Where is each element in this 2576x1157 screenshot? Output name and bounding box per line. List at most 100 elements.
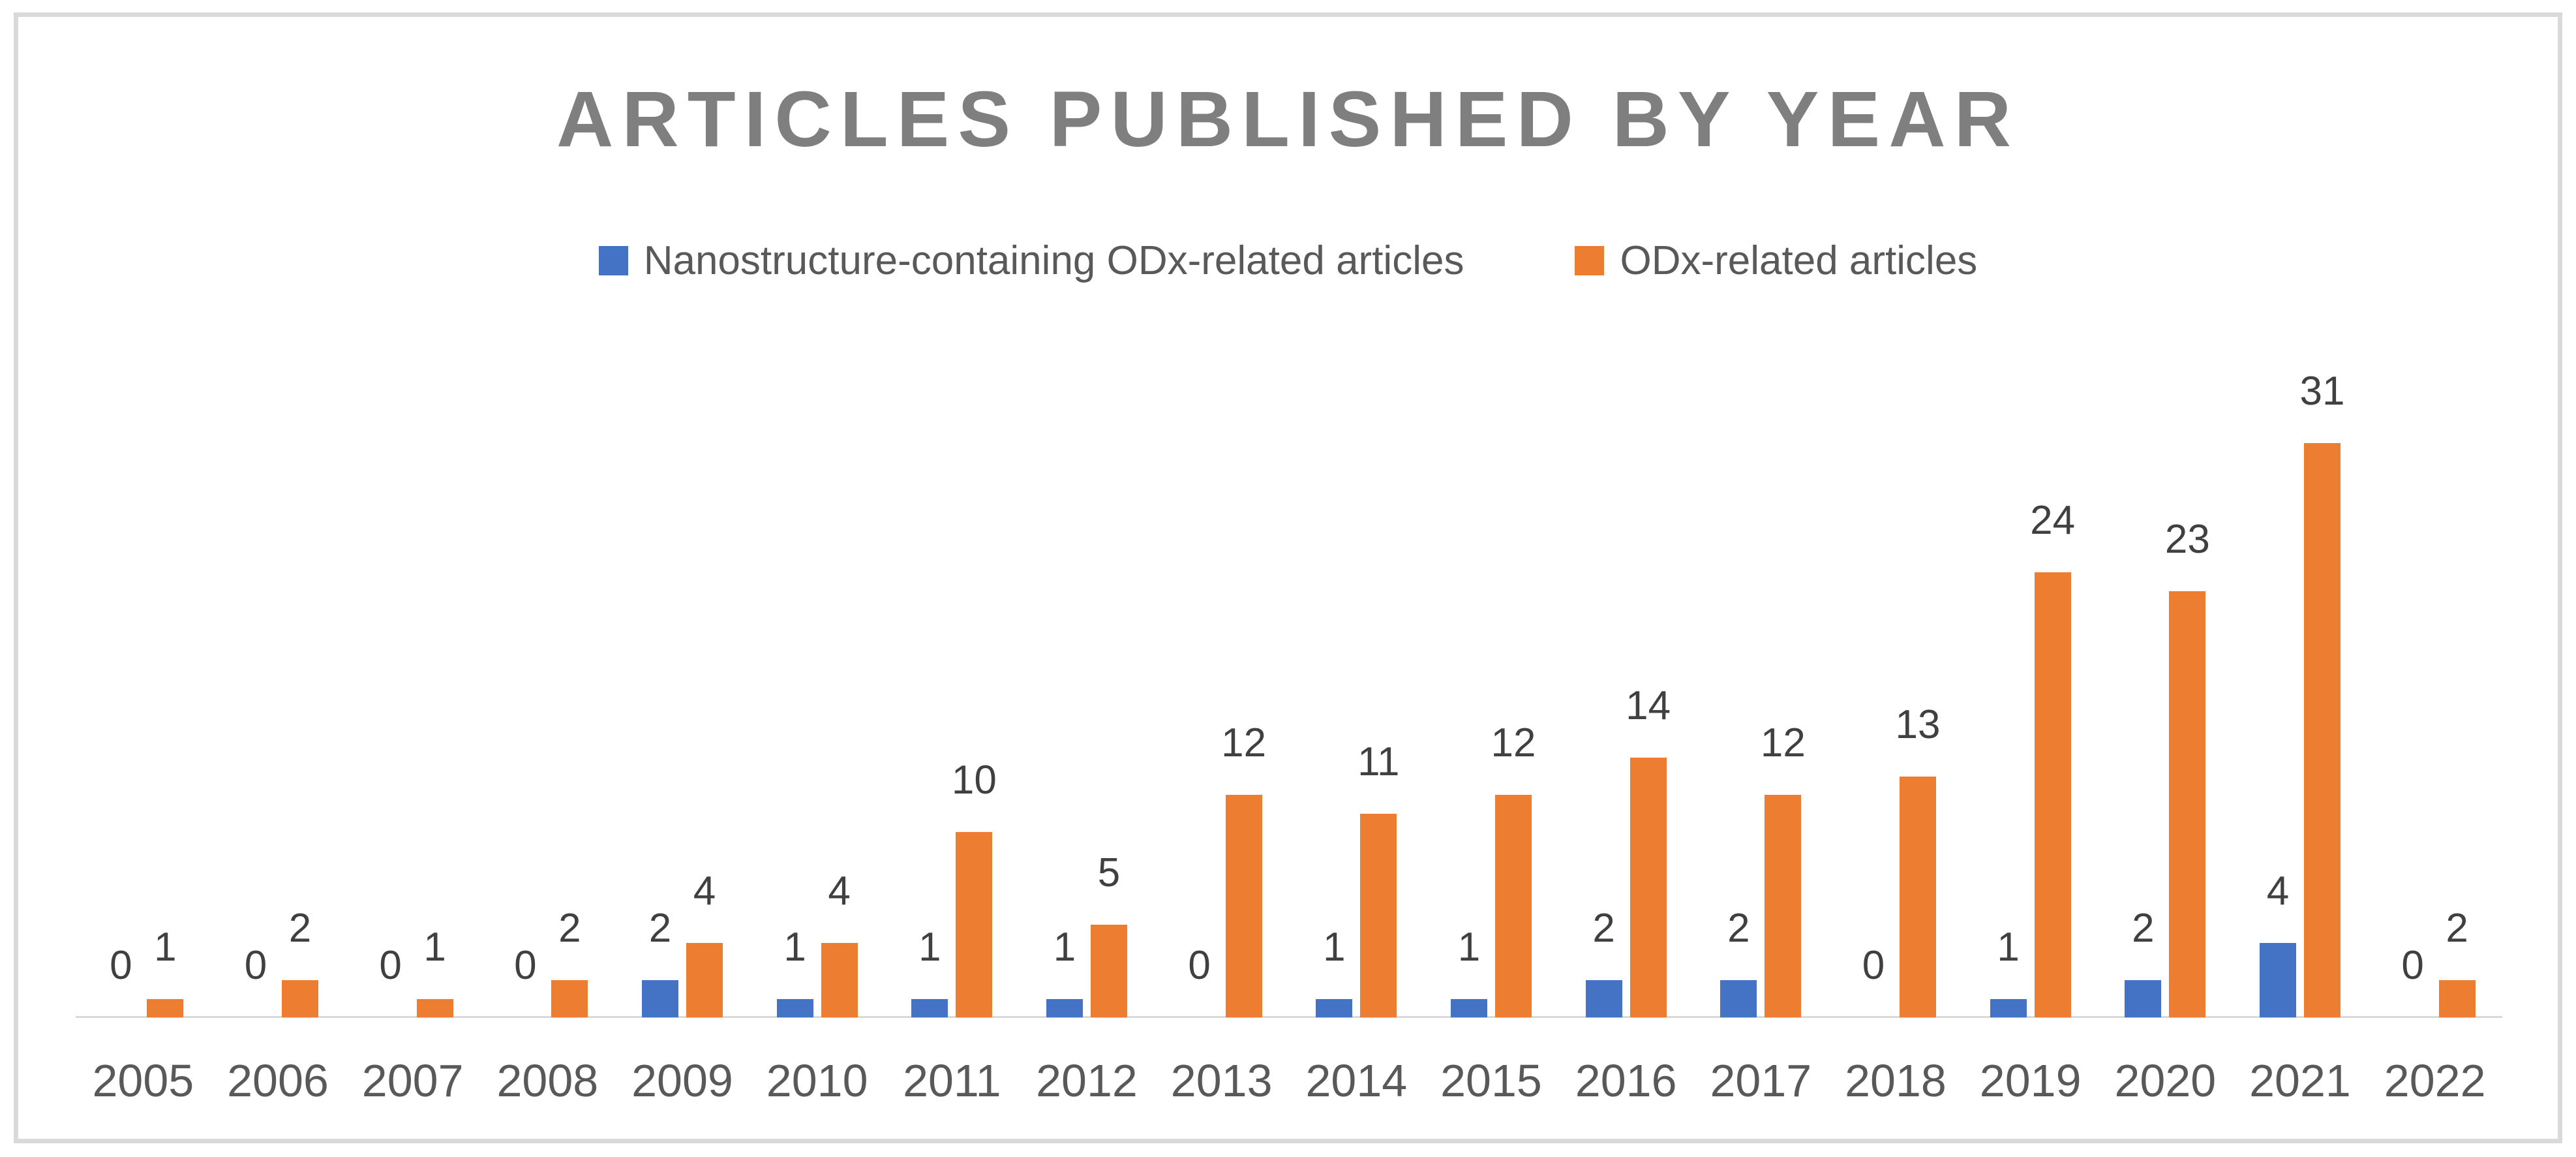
data-label-odx-2019: 24 — [2030, 498, 2076, 544]
data-label-nanostructure-2011: 1 — [918, 924, 941, 970]
data-label-nanostructure-2012: 1 — [1053, 924, 1076, 970]
data-label-nanostructure-2013: 0 — [1188, 943, 1211, 988]
x-axis-line — [76, 1016, 2502, 1018]
bar-odx-2006 — [281, 980, 318, 1017]
data-label-nanostructure-2008: 0 — [514, 943, 537, 988]
bar-nanostructure-2011 — [911, 998, 948, 1017]
bar-odx-2008 — [551, 980, 588, 1017]
bar-group-2014: 1 11 — [1289, 365, 1424, 1017]
bar-nanostructure-2015 — [1450, 998, 1487, 1017]
data-label-nanostructure-2015: 1 — [1457, 924, 1481, 970]
bar-nanostructure-2012 — [1046, 998, 1083, 1017]
legend-swatch-icon — [1575, 246, 1605, 275]
data-label-odx-2016: 14 — [1626, 683, 1671, 729]
data-label-odx-2006: 2 — [288, 906, 312, 951]
bar-odx-2010 — [821, 943, 858, 1017]
x-tick-2020: 2020 — [2114, 1055, 2217, 1106]
data-label-odx-2022: 2 — [2446, 906, 2468, 951]
data-label-odx-2020: 23 — [2164, 516, 2210, 562]
bar-odx-2013 — [1225, 795, 1262, 1017]
data-label-odx-2012: 5 — [1097, 850, 1121, 895]
data-label-nanostructure-2016: 2 — [1592, 906, 1615, 951]
legend-swatch-icon — [598, 246, 628, 275]
data-label-odx-2009: 4 — [693, 869, 716, 914]
data-label-odx-2015: 12 — [1491, 720, 1536, 766]
data-label-nanostructure-2018: 0 — [1862, 943, 1885, 988]
bar-group-2017: 2 12 — [1693, 365, 1828, 1017]
x-tick-2013: 2013 — [1170, 1055, 1273, 1106]
bar-nanostructure-2021 — [2259, 943, 2296, 1017]
legend-label: Nanostructure-containing ODx-related art… — [643, 238, 1464, 283]
x-tick-2017: 2017 — [1710, 1055, 1812, 1106]
data-label-odx-2008: 2 — [558, 906, 581, 951]
bar-group-2019: 1 24 — [1963, 365, 2098, 1017]
bar-group-2021: 4 31 — [2233, 365, 2368, 1017]
bar-nanostructure-2017 — [1720, 980, 1757, 1017]
bar-odx-2017 — [1765, 795, 1802, 1017]
data-label-odx-2017: 12 — [1760, 720, 1806, 766]
x-tick-2012: 2012 — [1036, 1055, 1138, 1106]
plot-area: 0 1 0 2 0 1 0 2 2 4 1 4 1 10 1 5 0 12 1 11 1 12 2 14 2 12 0 13 1 24 2 2… — [76, 365, 2502, 1018]
bar-odx-2019 — [2034, 572, 2071, 1017]
bar-group-2011: 1 10 — [885, 365, 1020, 1017]
bar-odx-2009 — [686, 943, 723, 1017]
data-label-nanostructure-2009: 2 — [648, 906, 672, 951]
x-tick-2005: 2005 — [92, 1055, 194, 1106]
bar-odx-2018 — [1899, 776, 1936, 1017]
bar-group-2018: 0 13 — [1828, 365, 1963, 1017]
bar-odx-2005 — [147, 998, 184, 1017]
data-label-nanostructure-2007: 0 — [379, 943, 402, 988]
bar-odx-2007 — [416, 998, 453, 1017]
data-label-nanostructure-2005: 0 — [110, 943, 132, 988]
legend-label: ODx-related articles — [1620, 238, 1978, 283]
x-tick-2007: 2007 — [361, 1055, 464, 1106]
bar-odx-2020 — [2169, 591, 2206, 1017]
bar-odx-2015 — [1494, 795, 1532, 1017]
x-tick-2022: 2022 — [2384, 1055, 2486, 1106]
bar-odx-2011 — [956, 832, 993, 1017]
bar-odx-2022 — [2438, 980, 2476, 1017]
data-label-odx-2018: 13 — [1895, 702, 1941, 747]
bar-nanostructure-2019 — [1990, 998, 2027, 1017]
bar-odx-2021 — [2303, 442, 2341, 1017]
chart-legend: Nanostructure-containing ODx-related art… — [0, 238, 2576, 284]
x-tick-2016: 2016 — [1575, 1055, 1677, 1106]
legend-item-nanostructure: Nanostructure-containing ODx-related art… — [598, 238, 1464, 284]
x-tick-2008: 2008 — [496, 1055, 599, 1106]
x-tick-2006: 2006 — [227, 1055, 329, 1106]
bar-odx-2016 — [1629, 758, 1667, 1017]
x-tick-2010: 2010 — [766, 1055, 868, 1106]
x-tick-2011: 2011 — [903, 1055, 1001, 1106]
data-label-odx-2014: 11 — [1357, 739, 1400, 784]
data-label-odx-2007: 1 — [423, 924, 446, 970]
legend-item-odx: ODx-related articles — [1575, 238, 1977, 284]
bar-nanostructure-2009 — [641, 980, 678, 1017]
data-label-nanostructure-2022: 0 — [2401, 943, 2424, 988]
data-label-nanostructure-2019: 1 — [1997, 924, 2020, 970]
data-label-nanostructure-2021: 4 — [2266, 869, 2290, 914]
x-axis-labels: 2005 2006 2007 2008 2009 2010 2011 2012 2013 2014… — [76, 1058, 2502, 1117]
bar-group-2015: 1 12 — [1424, 365, 1559, 1017]
data-label-odx-2011: 10 — [951, 758, 997, 803]
data-label-nanostructure-2020: 2 — [2132, 906, 2155, 951]
data-label-nanostructure-2006: 0 — [244, 943, 267, 988]
data-label-odx-2005: 1 — [154, 924, 177, 970]
bar-group-2013: 0 12 — [1154, 365, 1289, 1017]
chart-title: ARTICLES PUBLISHED BY YEAR — [556, 74, 2020, 163]
bar-nanostructure-2020 — [2125, 980, 2162, 1017]
bar-nanostructure-2016 — [1585, 980, 1622, 1017]
x-tick-2019: 2019 — [1979, 1055, 2082, 1106]
data-label-nanostructure-2017: 2 — [1727, 906, 1750, 951]
bar-odx-2014 — [1360, 813, 1397, 1017]
data-label-odx-2013: 12 — [1221, 720, 1267, 766]
bar-odx-2012 — [1090, 925, 1127, 1017]
x-tick-2015: 2015 — [1440, 1055, 1542, 1106]
